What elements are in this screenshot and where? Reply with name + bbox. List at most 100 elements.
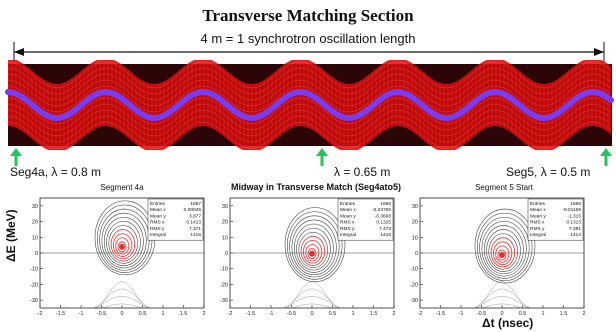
x-tick-label: -2 — [418, 311, 423, 317]
outer-contours — [40, 281, 204, 309]
outer-contours — [230, 281, 394, 309]
stats-key: Mean x — [340, 207, 356, 213]
y-tick-label: 20 — [222, 220, 228, 226]
marker-arrows — [10, 148, 612, 166]
y-tick-label: 30 — [32, 204, 38, 210]
density-core — [119, 243, 125, 250]
stats-key: RMS y — [150, 226, 165, 232]
x-tick-label: 2 — [582, 311, 585, 317]
y-tick-label: 30 — [412, 204, 418, 210]
stats-value: -1.315 — [567, 213, 581, 219]
y-tick-label: 20 — [412, 220, 418, 226]
marker-label-midway: λ = 0.65 m — [334, 165, 391, 179]
beam-centroid-wave — [5, 88, 614, 122]
y-tick-label: -20 — [30, 282, 38, 288]
stats-value: 7.371 — [189, 226, 201, 232]
x-tick-label: 1 — [351, 311, 354, 317]
x-tick-label: -2 — [228, 311, 233, 317]
stats-value: -0.3668 — [375, 213, 392, 219]
y-tick-label: 0 — [35, 251, 38, 257]
outer-contours — [420, 281, 584, 309]
x-tick-label: 0 — [310, 311, 313, 317]
marker-label-seg4a: Seg4a, λ = 0.8 m — [10, 165, 102, 179]
x-tick-label: 1.5 — [180, 311, 188, 317]
x-tick-label: 0.5 — [519, 311, 527, 317]
stats-value: 1667 — [190, 201, 201, 207]
panel-title-midway: Midway in Transverse Match (Seg4ato5) — [230, 182, 402, 192]
density-contours — [474, 208, 536, 284]
x-tick-label: -0.5 — [97, 311, 106, 317]
phase-space-plot-segment-5: 30 20 10 0 -10 -20 -30 -2 -1.5 -1 -0.5 0 0.5 1 1.5 2 Ent… — [410, 197, 586, 317]
stats-key: Integral — [340, 232, 356, 238]
marker-arrow-seg4a — [10, 148, 22, 166]
y-tick-label: 0 — [415, 251, 418, 257]
stats-box: Entries 1667 Mean x 0.00046 Mean y 3.877 RMS x… — [147, 198, 204, 241]
stats-value: 1666 — [570, 201, 581, 207]
stats-key: Integral — [530, 232, 546, 238]
y-tick-label: -30 — [410, 298, 418, 304]
figure-title: Transverse Matching Section — [202, 6, 414, 25]
y-tick-label: -20 — [410, 282, 418, 288]
y-tick-label: 30 — [222, 204, 228, 210]
stats-key: Mean x — [150, 207, 166, 213]
panel-title-segment-4a: Segment 4a — [100, 183, 144, 192]
x-tick-label: 2 — [202, 311, 205, 317]
x-tick-label: 1 — [161, 311, 164, 317]
stats-key: Mean y — [150, 213, 166, 219]
y-tick-label: -30 — [30, 298, 38, 304]
stats-value: 0.1313 — [566, 220, 581, 226]
figure-subtitle: 4 m = 1 synchrotron oscillation length — [200, 31, 416, 46]
stats-key: Entries — [150, 201, 166, 207]
stats-key: Mean x — [530, 207, 546, 213]
stats-key: RMS x — [340, 220, 355, 226]
beam-envelope-band — [5, 60, 614, 150]
stats-value: 1415 — [190, 232, 201, 238]
y-tick-label: 10 — [32, 235, 38, 241]
y-tick-label: -30 — [220, 298, 228, 304]
stats-value: 1660 — [380, 201, 391, 207]
y-tick-label: -10 — [30, 267, 38, 273]
stats-key: Entries — [340, 201, 356, 207]
x-tick-label: 1.5 — [370, 311, 378, 317]
y-tick-label: 10 — [222, 235, 228, 241]
stats-value: -0.03766 — [372, 207, 391, 213]
x-tick-label: -1 — [79, 311, 84, 317]
x-tick-label: -1.5 — [436, 311, 445, 317]
marker-arrow-seg5 — [600, 148, 612, 166]
stats-box: Entries 1660 Mean x -0.03766 Mean y -0.3668 RM… — [337, 198, 394, 241]
stats-key: Mean y — [340, 213, 356, 219]
marker-arrow-midway — [316, 148, 328, 166]
stats-box: Entries 1666 Mean x -0.01169 Mean y -1.315 RMS… — [527, 198, 584, 241]
stats-value: 1414 — [570, 232, 581, 238]
y-tick-label: 10 — [412, 235, 418, 241]
stats-value: 0.1413 — [186, 220, 201, 226]
density-contours — [284, 207, 346, 282]
y-tick-label: 0 — [225, 251, 228, 257]
x-tick-label: -1.5 — [246, 311, 255, 317]
stats-key: Integral — [150, 232, 166, 238]
stats-key: RMS x — [530, 220, 545, 226]
y-tick-label: -20 — [220, 282, 228, 288]
stats-value: 3.877 — [189, 213, 201, 219]
stats-value: 0.1325 — [376, 220, 391, 226]
stats-value: 1416 — [380, 232, 391, 238]
x-tick-label: 0.5 — [329, 311, 337, 317]
y-tick-label: -10 — [220, 267, 228, 273]
stats-value: -0.01169 — [562, 207, 581, 213]
x-tick-label: -0.5 — [477, 311, 486, 317]
stats-key: RMS y — [530, 226, 545, 232]
x-axis-label: Δt (nsec) — [482, 316, 534, 330]
x-tick-label: -0.5 — [287, 311, 296, 317]
density-core — [309, 250, 315, 257]
y-axis-label: ΔE (MeV) — [4, 209, 18, 262]
phase-space-plot-midway: 30 20 10 0 -10 -20 -30 -2 -1.5 -1 -0.5 0 0.5 1 1.5 2 Ent… — [220, 197, 396, 317]
x-tick-label: -1 — [269, 311, 274, 317]
y-tick-label: -10 — [410, 267, 418, 273]
stats-value: 7.381 — [569, 226, 581, 232]
x-tick-label: 0 — [120, 311, 123, 317]
length-arrow — [13, 42, 605, 62]
y-tick-label: 20 — [32, 220, 38, 226]
phase-space-plot-segment-4a: 30 20 10 0 -10 -20 -30 -2 -1.5 -1 -0.5 0 0.5 1 1.5 2 Ent… — [30, 197, 206, 317]
panel-title-segment-5: Segment 5 Start — [475, 183, 533, 192]
x-tick-label: 1 — [541, 311, 544, 317]
